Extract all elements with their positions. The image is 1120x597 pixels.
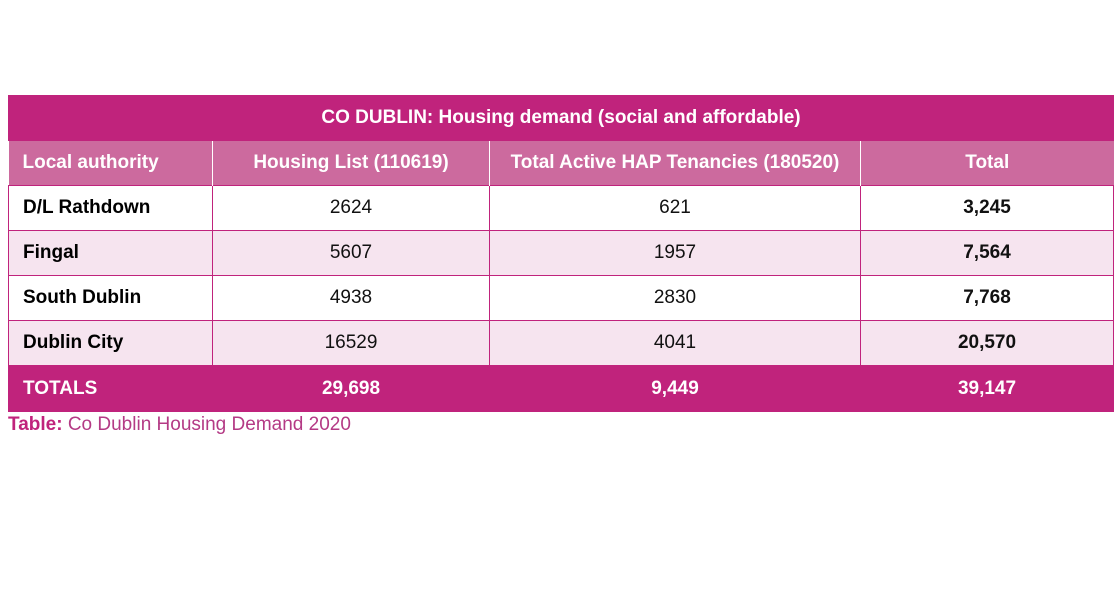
row-total: 20,570 <box>860 320 1114 366</box>
column-header: Total <box>860 140 1114 186</box>
row-total: 3,245 <box>860 185 1114 231</box>
cell: 4041 <box>489 320 861 366</box>
caption-label: Table: <box>8 414 63 435</box>
table-header-row: Local authority Housing List (110619) To… <box>8 140 1114 186</box>
cell: 2624 <box>212 185 490 231</box>
row-label: Fingal <box>8 230 213 276</box>
table-caption: Table: Co Dublin Housing Demand 2020 <box>8 414 351 436</box>
cell: 4938 <box>212 275 490 321</box>
row-total: 7,768 <box>860 275 1114 321</box>
column-header: Total Active HAP Tenancies (180520) <box>489 140 861 186</box>
row-label: D/L Rathdown <box>8 185 213 231</box>
table-row: South Dublin 4938 2830 7,768 <box>8 275 1114 321</box>
table-row: D/L Rathdown 2624 621 3,245 <box>8 185 1114 231</box>
total-cell: 29,698 <box>212 365 490 412</box>
housing-demand-table: CO DUBLIN: Housing demand (social and af… <box>8 95 1114 412</box>
cell: 5607 <box>212 230 490 276</box>
table-title-row: CO DUBLIN: Housing demand (social and af… <box>8 95 1114 141</box>
cell: 621 <box>489 185 861 231</box>
table-row: Fingal 5607 1957 7,564 <box>8 230 1114 276</box>
table-title: CO DUBLIN: Housing demand (social and af… <box>8 95 1114 141</box>
grand-total: 39,147 <box>860 365 1114 412</box>
column-header: Local authority <box>8 140 213 186</box>
column-header: Housing List (110619) <box>212 140 490 186</box>
totals-row: TOTALS 29,698 9,449 39,147 <box>8 365 1114 412</box>
totals-label: TOTALS <box>8 365 213 412</box>
row-total: 7,564 <box>860 230 1114 276</box>
row-label: Dublin City <box>8 320 213 366</box>
total-cell: 9,449 <box>489 365 861 412</box>
row-label: South Dublin <box>8 275 213 321</box>
caption-text: Co Dublin Housing Demand 2020 <box>67 414 351 435</box>
cell: 2830 <box>489 275 861 321</box>
cell: 1957 <box>489 230 861 276</box>
cell: 16529 <box>212 320 490 366</box>
table-row: Dublin City 16529 4041 20,570 <box>8 320 1114 366</box>
